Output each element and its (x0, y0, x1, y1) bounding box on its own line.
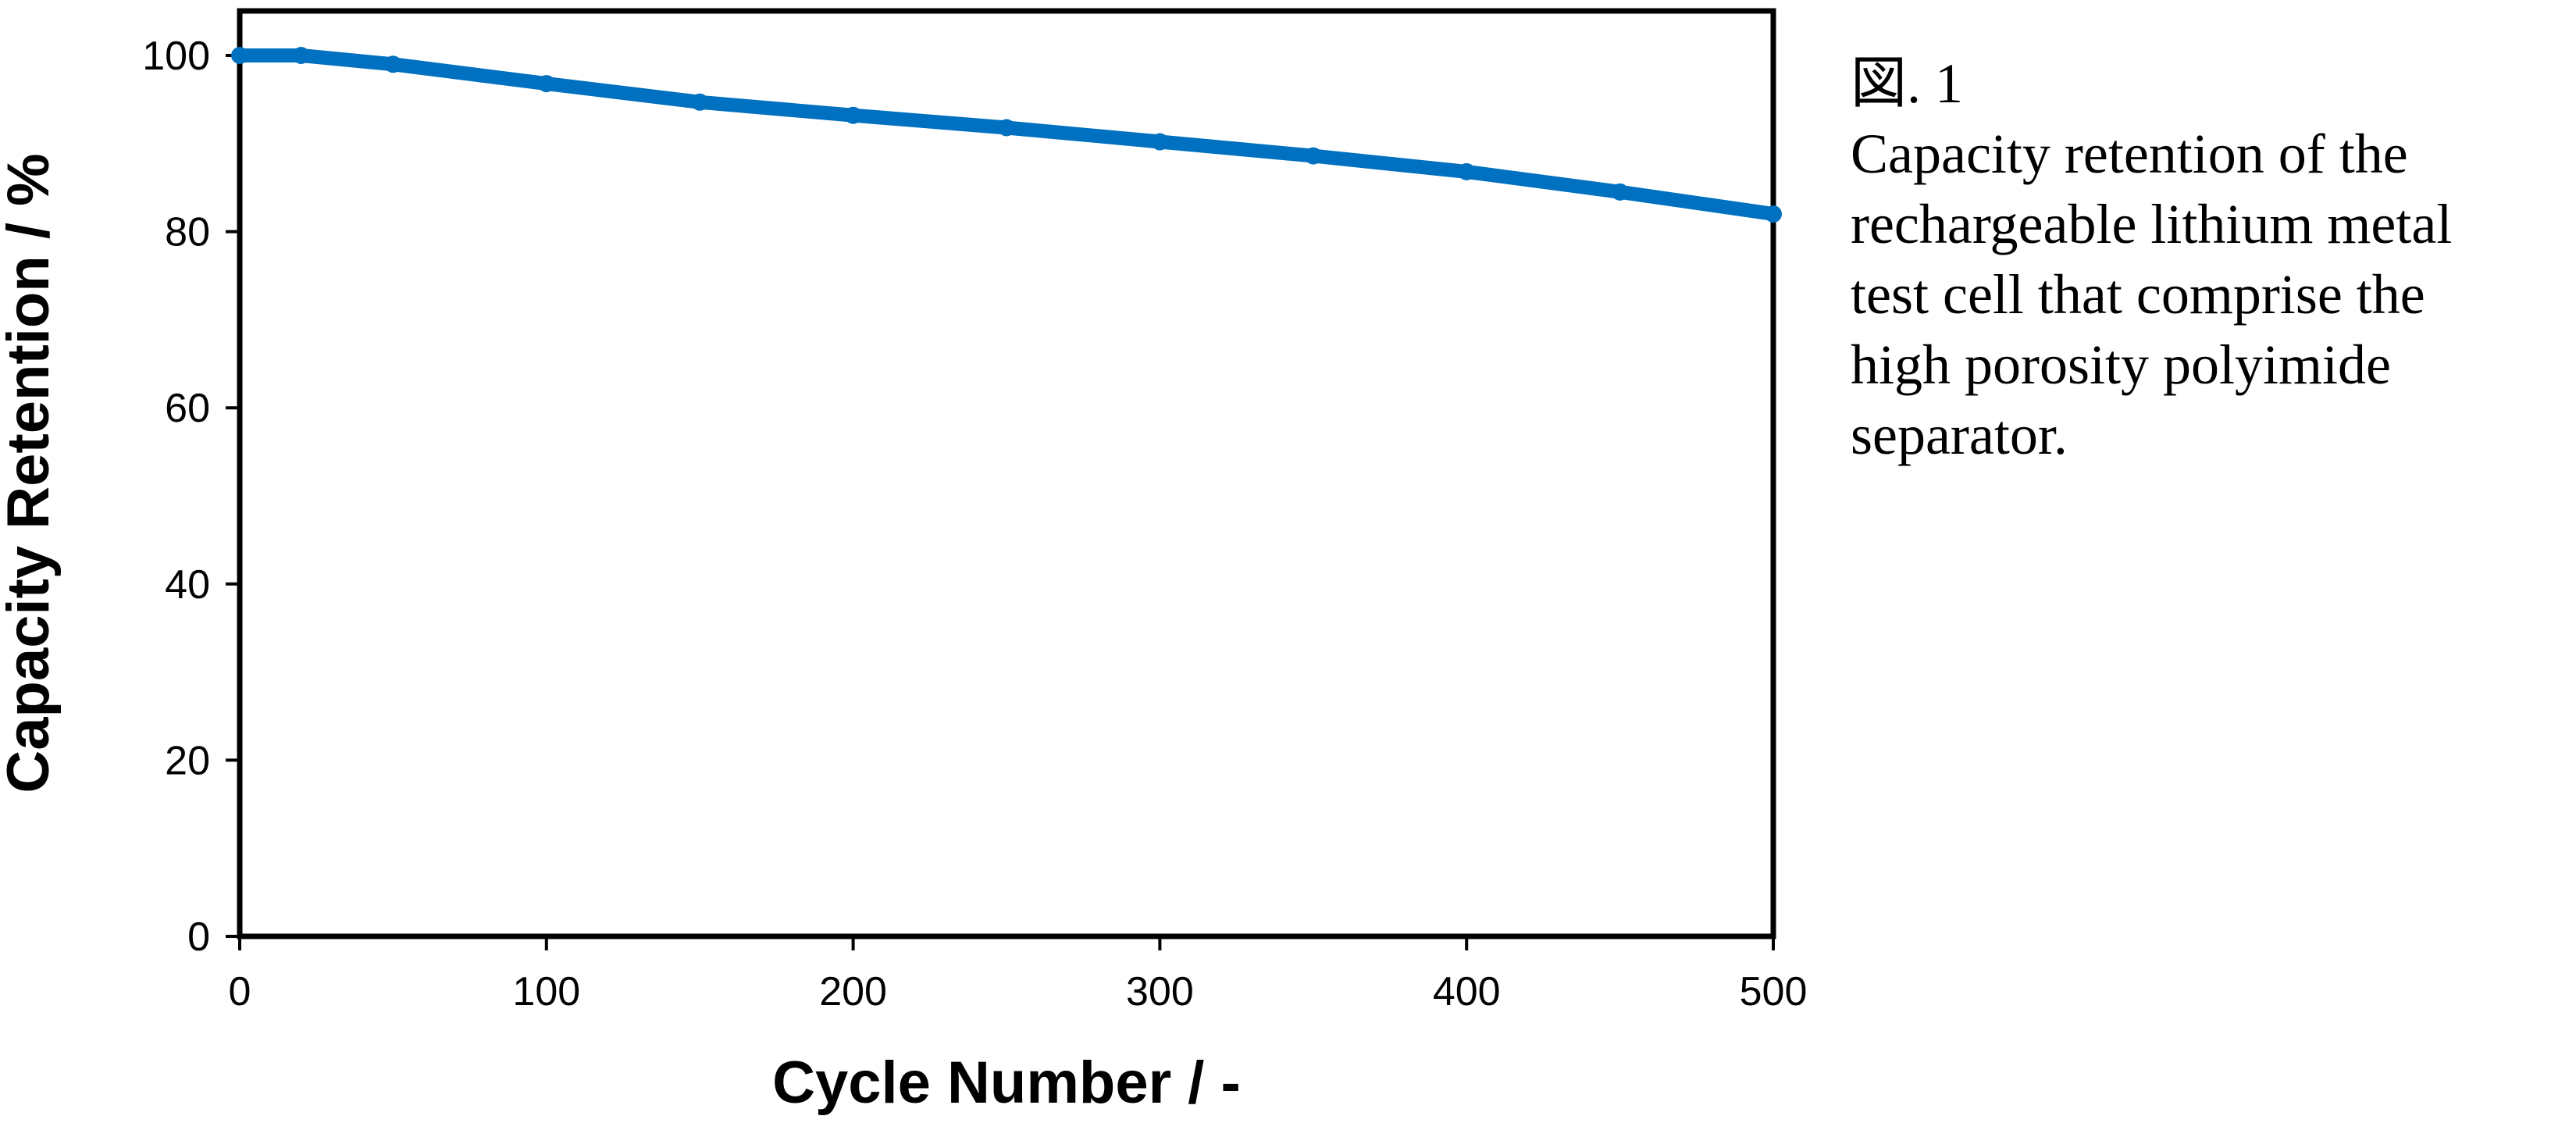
caption-line-4: high porosity polyimide (1851, 333, 2391, 396)
x-tick-label: 100 (512, 969, 580, 1014)
y-tick-label: 100 (142, 34, 210, 79)
y-tick-label: 60 (165, 386, 210, 431)
data-point (1765, 205, 1782, 223)
data-point (1304, 147, 1322, 165)
y-axis-title: Capacity Retention / % (0, 153, 62, 793)
series-layer (231, 47, 1782, 223)
data-point (1151, 133, 1169, 151)
x-tick-label: 400 (1433, 969, 1501, 1014)
data-point (292, 47, 310, 64)
y-tick-label: 0 (187, 914, 210, 960)
data-point (844, 106, 862, 124)
x-tick-label: 200 (819, 969, 887, 1014)
data-point (1611, 183, 1629, 201)
data-point (691, 93, 709, 111)
y-tick-label: 20 (165, 738, 210, 783)
x-tick-label: 300 (1126, 969, 1194, 1014)
x-axis-title: Cycle Number / - (772, 1050, 1241, 1116)
plot-frame (237, 8, 1776, 939)
caption-line-1: Capacity retention of the (1851, 123, 2408, 185)
data-point (998, 119, 1015, 137)
series-line (233, 48, 1780, 221)
x-axis-ticks: 0 100 200 300 400 500 (229, 936, 1808, 1014)
figure-label: 図. 1 (1851, 52, 1964, 115)
y-tick-label: 80 (165, 210, 210, 255)
caption-line-3: test cell that comprise the (1851, 263, 2425, 326)
data-point (231, 47, 248, 64)
data-point (537, 75, 555, 93)
caption-line-2: rechargeable lithium metal (1851, 193, 2453, 255)
caption-line-5: separator. (1851, 404, 2068, 466)
x-tick-label: 0 (229, 969, 251, 1014)
y-tick-label: 40 (165, 562, 210, 608)
data-point (1458, 162, 1476, 180)
x-tick-label: 500 (1740, 969, 1808, 1014)
data-point (384, 55, 402, 73)
figure-caption: 図. 1 Capacity retention of the rechargea… (1851, 48, 2553, 470)
y-axis-ticks: 0 20 40 60 80 100 (142, 34, 240, 960)
